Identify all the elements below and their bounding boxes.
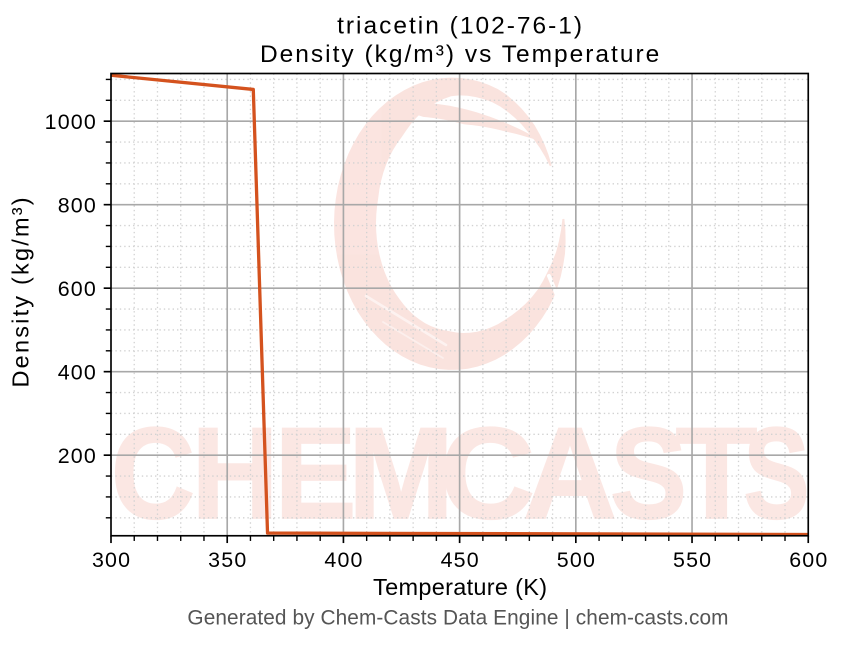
svg-text:300: 300 [92,548,131,572]
svg-text:400: 400 [58,360,97,384]
svg-text:C: C [440,400,535,546]
svg-text:1000: 1000 [45,110,97,134]
svg-text:Temperature (K): Temperature (K) [373,574,547,600]
svg-text:S: S [610,400,687,546]
svg-text:S: S [744,400,810,546]
svg-text:450: 450 [441,548,480,572]
svg-text:350: 350 [208,548,247,572]
svg-text:T: T [676,400,758,546]
svg-text:Density (kg/m³): Density (kg/m³) [8,195,34,387]
svg-text:400: 400 [324,548,363,572]
svg-text:600: 600 [789,548,828,572]
svg-text:550: 550 [673,548,712,572]
svg-text:M: M [348,400,454,546]
svg-text:A: A [523,400,617,546]
svg-text:Generated by Chem-Casts Data E: Generated by Chem-Casts Data Engine | ch… [187,606,728,629]
svg-text:800: 800 [58,193,97,217]
svg-text:200: 200 [58,444,97,468]
svg-text:600: 600 [58,277,97,301]
svg-text:500: 500 [557,548,596,572]
svg-text:C: C [111,400,195,546]
svg-text:triacetin (102-76-1): triacetin (102-76-1) [337,12,584,39]
svg-text:Density (kg/m³) vs Temperature: Density (kg/m³) vs Temperature [260,41,661,68]
